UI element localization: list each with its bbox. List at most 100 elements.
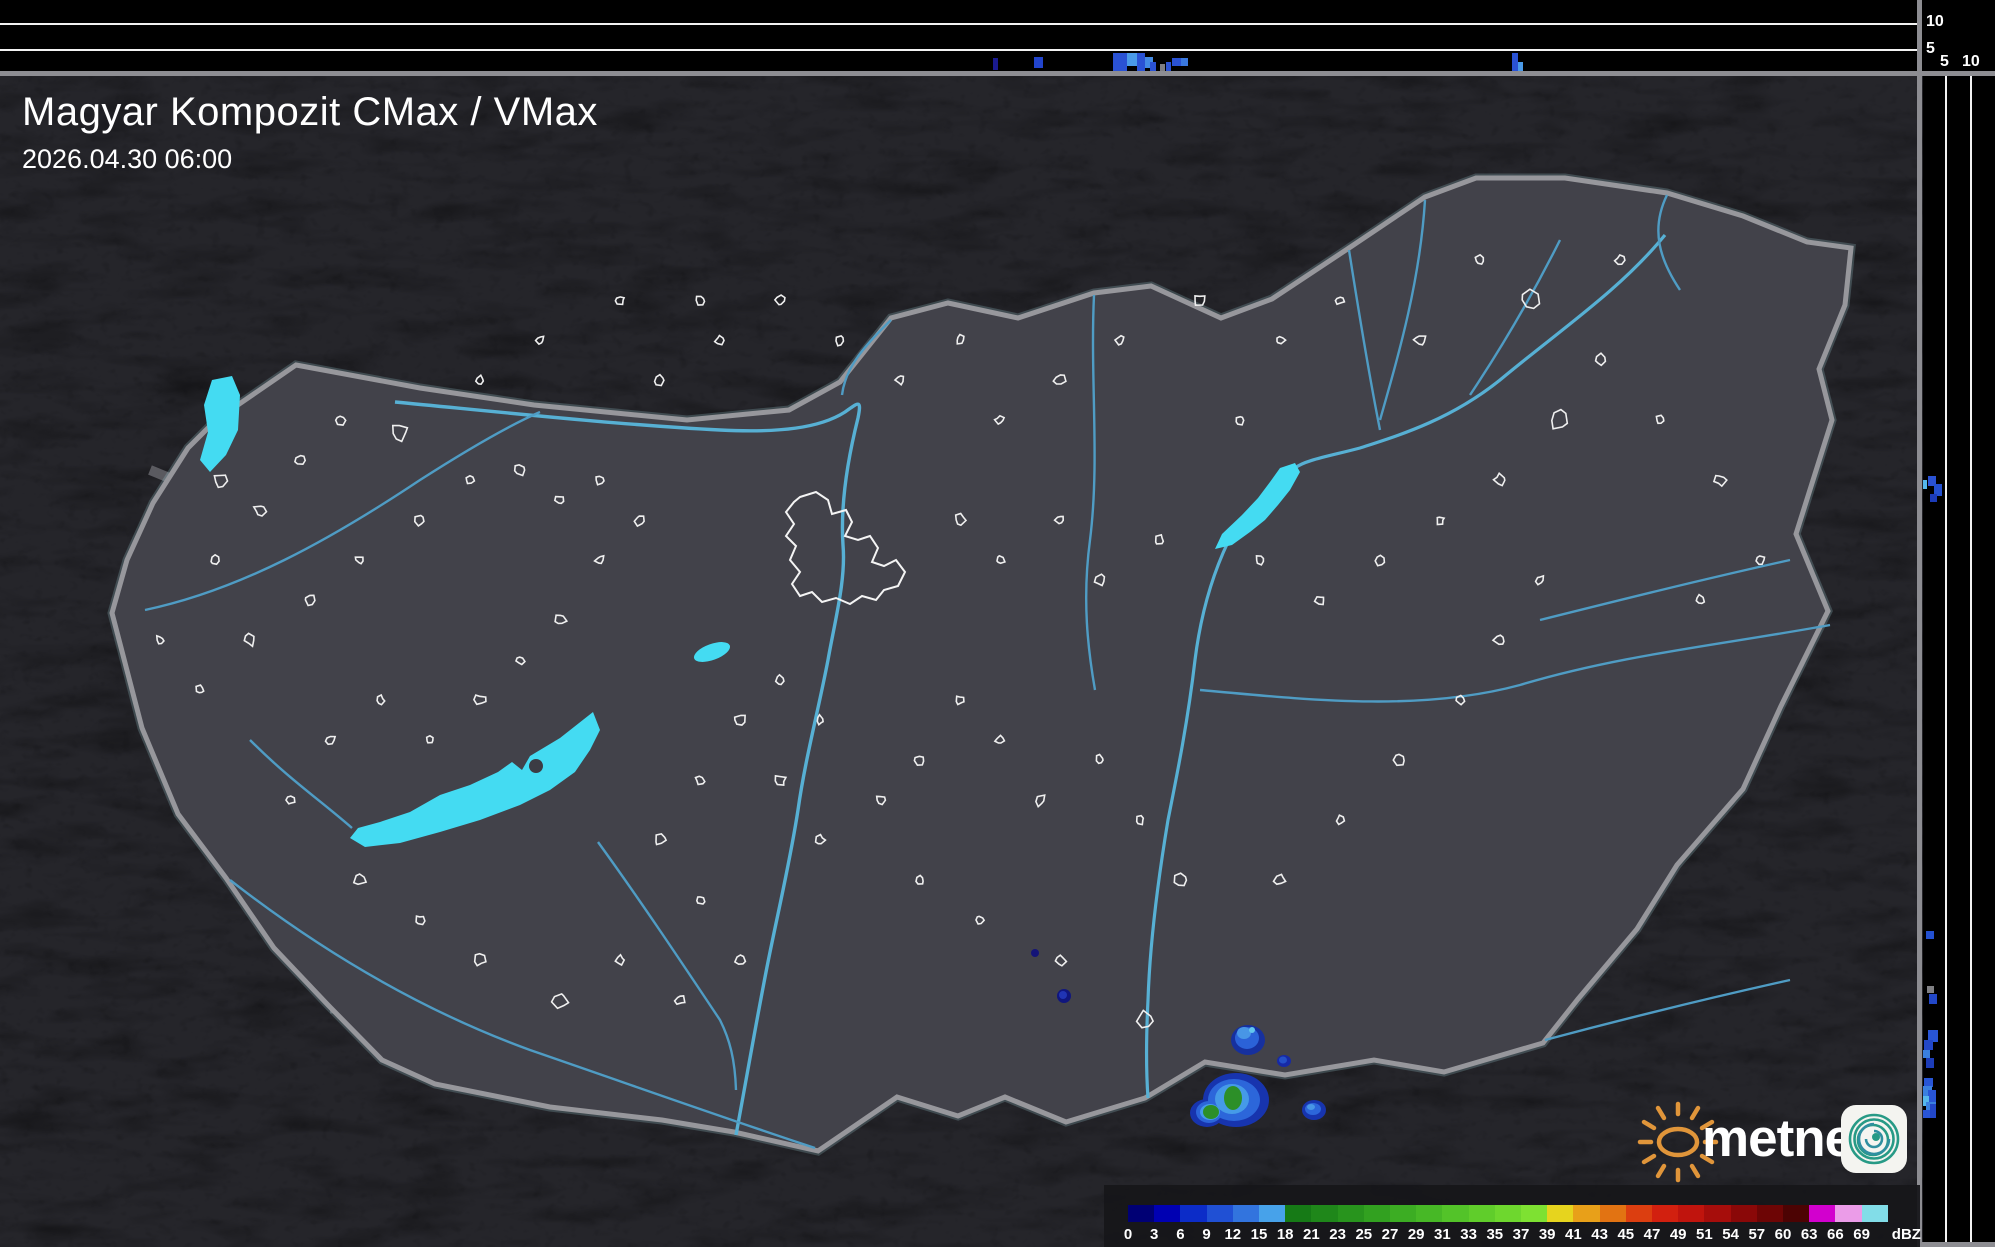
city-outline xyxy=(1534,574,1545,586)
city-outline xyxy=(285,795,296,805)
dbz-segment xyxy=(1730,1205,1757,1222)
city-outline xyxy=(773,294,786,306)
city-outline xyxy=(243,632,255,648)
city-outline xyxy=(1695,593,1706,605)
echo-blob xyxy=(1031,949,1039,957)
dbz-segment xyxy=(1809,1205,1836,1222)
dbz-segment xyxy=(1468,1205,1495,1222)
city-outline xyxy=(835,334,845,347)
city-outline xyxy=(993,414,1006,426)
echo-cell xyxy=(1928,1030,1938,1042)
city-outline xyxy=(593,554,605,565)
city-outline xyxy=(816,713,824,727)
city-outline xyxy=(774,774,788,786)
city-outline xyxy=(733,714,746,726)
city-outline xyxy=(1491,634,1505,646)
city-outline xyxy=(1594,352,1607,367)
city-outline xyxy=(1335,814,1346,826)
echo-cell xyxy=(1923,1096,1929,1106)
city-outline xyxy=(633,515,645,528)
rivers xyxy=(144,194,1831,1150)
city-outline xyxy=(1255,554,1265,566)
dbz-tick: 31 xyxy=(1434,1226,1451,1243)
city-outline xyxy=(413,514,425,527)
dbz-segment xyxy=(1442,1205,1469,1222)
city-outline xyxy=(1550,408,1569,430)
city-outline xyxy=(993,734,1006,744)
city-outline xyxy=(996,554,1006,565)
dbz-segment xyxy=(1652,1205,1679,1222)
city-outline xyxy=(1712,474,1728,488)
city-outline xyxy=(875,795,887,806)
page-title: Magyar Kompozit CMax / VMax xyxy=(22,90,598,134)
top-axis-label-10: 10 xyxy=(1926,13,1944,30)
dbz-segment xyxy=(1180,1205,1207,1222)
dbz-tick: 66 xyxy=(1827,1226,1844,1243)
echo-cell xyxy=(1924,1040,1933,1050)
city-outline xyxy=(1436,516,1446,526)
city-outline xyxy=(376,693,386,706)
dbz-tick: 18 xyxy=(1276,1226,1294,1243)
city-outline xyxy=(695,896,706,905)
city-outline xyxy=(354,556,364,565)
city-outline xyxy=(1272,873,1287,886)
dbz-unit-label: dBZ xyxy=(1891,1226,1921,1243)
city-outlines xyxy=(155,253,1766,1029)
dbz-segment xyxy=(1861,1205,1888,1222)
city-outline xyxy=(213,474,229,489)
lake-balaton xyxy=(350,712,600,847)
city-outline xyxy=(252,505,268,517)
city-outline xyxy=(955,695,965,706)
city-outline xyxy=(1613,254,1626,266)
city-outline xyxy=(673,995,686,1006)
echo-cell xyxy=(1923,1110,1930,1118)
city-outline xyxy=(1755,555,1766,566)
dbz-segment xyxy=(1783,1205,1810,1222)
city-outline xyxy=(1052,374,1067,385)
title-block: Magyar Kompozit CMax / VMax 2026.04.30 0… xyxy=(22,90,598,175)
city-outline xyxy=(975,915,986,925)
dbz-tick: 37 xyxy=(1512,1226,1530,1243)
right-axis-label-10: 10 xyxy=(1962,53,1980,70)
dbz-segment xyxy=(1494,1205,1521,1222)
city-outline xyxy=(1655,414,1665,425)
city-outline xyxy=(1053,515,1065,525)
city-outline xyxy=(1135,814,1145,826)
city-outline xyxy=(304,594,316,607)
vmax-right-panel xyxy=(1923,75,1995,1247)
lake-tisza xyxy=(1215,463,1300,549)
dbz-tick: 47 xyxy=(1643,1226,1661,1243)
echo-cell xyxy=(1160,64,1165,71)
dbz-tick: 12 xyxy=(1224,1226,1242,1243)
dbz-segment xyxy=(1573,1205,1600,1222)
top-axis-label-5: 5 xyxy=(1926,40,1935,57)
echo-cell xyxy=(1929,994,1937,1004)
city-outline xyxy=(473,694,487,706)
dbz-tick: 54 xyxy=(1722,1226,1739,1243)
city-outline xyxy=(513,464,526,477)
city-outline xyxy=(1313,595,1325,606)
dbz-tick: 6 xyxy=(1176,1226,1185,1243)
city-outline xyxy=(1035,794,1046,809)
city-outline xyxy=(1412,335,1427,346)
echo-cell xyxy=(1923,480,1927,489)
city-outline xyxy=(293,454,307,466)
city-outline xyxy=(391,424,409,443)
city-outline xyxy=(655,833,668,846)
city-outline xyxy=(614,953,626,967)
echo-cell xyxy=(1926,931,1934,939)
echo-cell xyxy=(1930,494,1937,502)
profile-corner xyxy=(1920,0,1995,75)
city-outline xyxy=(1474,253,1485,266)
city-outline xyxy=(550,992,570,1010)
city-outline xyxy=(1054,954,1068,967)
city-outline xyxy=(913,755,925,767)
tihany-gap xyxy=(529,759,543,773)
city-outline xyxy=(893,375,905,387)
dbz-tick: 0 xyxy=(1123,1226,1133,1243)
echo-blob xyxy=(1059,991,1067,999)
dbz-tick: 49 xyxy=(1669,1226,1687,1243)
dbz-tick: 27 xyxy=(1381,1226,1399,1243)
dbz-segment xyxy=(1547,1205,1574,1222)
